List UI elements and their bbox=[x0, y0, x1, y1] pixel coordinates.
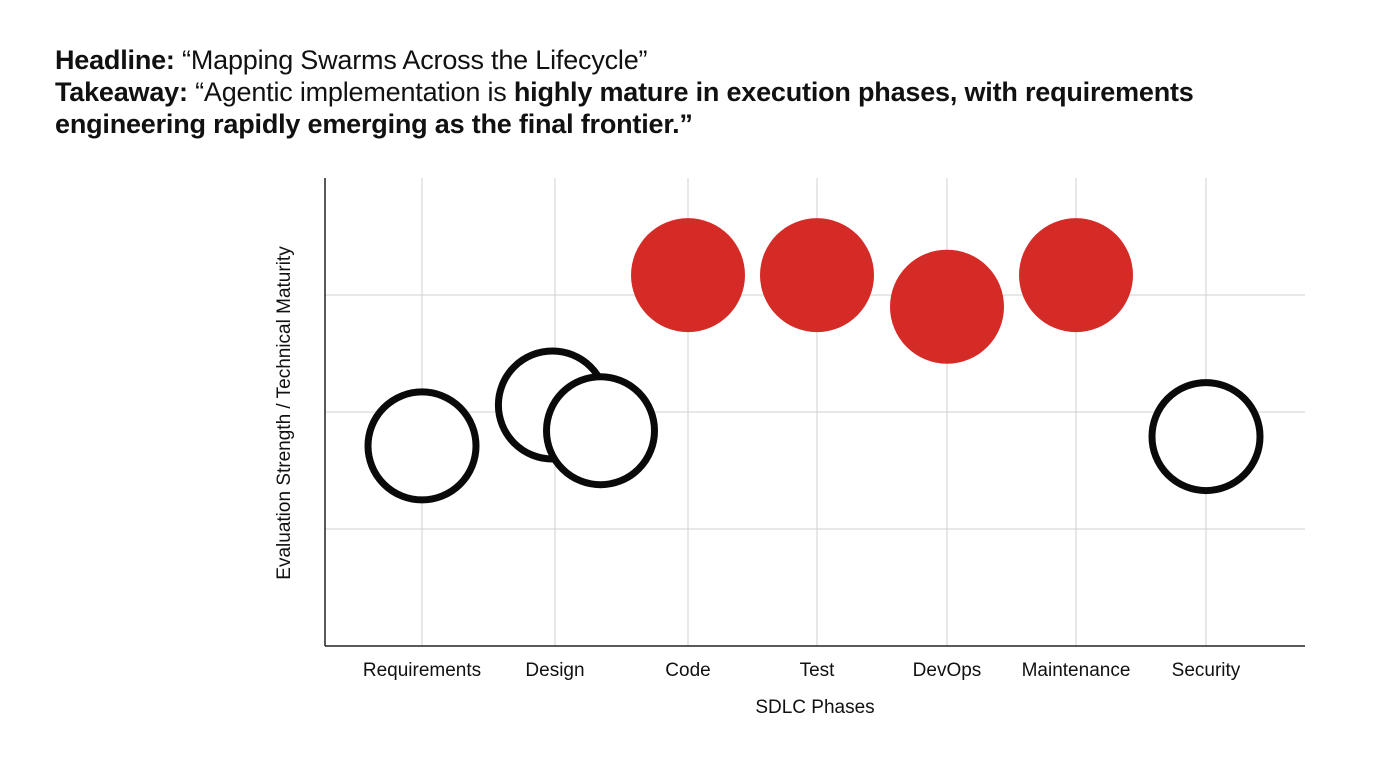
takeaway-text-bold-2: engineering rapidly emerging as the fina… bbox=[55, 109, 693, 139]
headline-text: “Mapping Swarms Across the Lifecycle” bbox=[182, 45, 648, 75]
mature-point-maintenance bbox=[1019, 218, 1133, 333]
takeaway-text-regular: “Agentic implementation is bbox=[195, 77, 514, 107]
emerging-point-design bbox=[543, 373, 658, 489]
mature-point-test bbox=[760, 218, 874, 333]
axes bbox=[324, 178, 1305, 647]
x-tick-label: Code bbox=[665, 660, 710, 681]
x-tick-label: Design bbox=[525, 660, 584, 681]
takeaway-text-bold-1: highly mature in execution phases, with … bbox=[513, 77, 1194, 107]
slide-header: Headline: “Mapping Swarms Across the Lif… bbox=[55, 44, 1305, 140]
emerging-point-security bbox=[1148, 379, 1264, 495]
x-tick-label: Security bbox=[1172, 660, 1241, 681]
x-tick-labels: Requirements Design Code Test DevOps Maintena… bbox=[363, 660, 1241, 681]
headline-line: Headline: “Mapping Swarms Across the Lif… bbox=[55, 44, 1305, 76]
mature-point-devops bbox=[890, 249, 1004, 364]
mature-point-code bbox=[631, 218, 745, 333]
x-tick-label: Requirements bbox=[363, 660, 481, 681]
y-axis-title: Evaluation Strength / Technical Maturity bbox=[274, 246, 295, 580]
headline-label: Headline: bbox=[55, 45, 175, 75]
x-axis-title: SDLC Phases bbox=[755, 697, 874, 718]
takeaway-line-1: Takeaway: “Agentic implementation is hig… bbox=[55, 76, 1305, 108]
takeaway-label: Takeaway: bbox=[55, 77, 188, 107]
x-tick-label: Test bbox=[800, 660, 836, 681]
x-tick-label: DevOps bbox=[913, 660, 982, 681]
x-tick-label: Maintenance bbox=[1022, 660, 1131, 681]
data-points bbox=[364, 218, 1264, 504]
emerging-point-requirements bbox=[364, 388, 480, 504]
